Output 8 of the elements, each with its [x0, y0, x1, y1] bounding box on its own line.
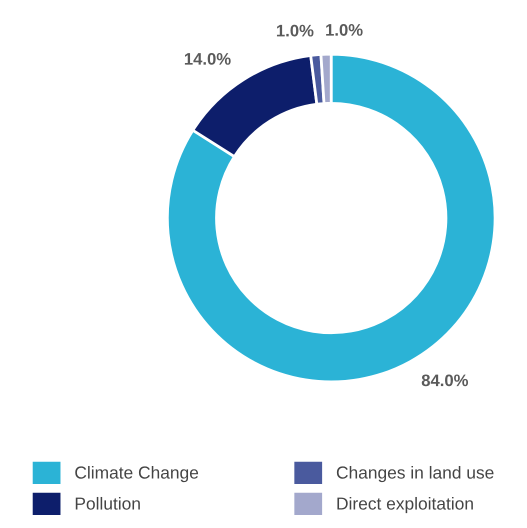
legend-label: Climate Change — [75, 466, 198, 482]
legend-label: Pollution — [76, 496, 140, 510]
data-label: 14.0% — [184, 53, 231, 65]
data-label: 84.0% — [422, 374, 468, 386]
legend-label: Direct exploitation — [337, 496, 473, 514]
legend-label: Changes in land use — [336, 466, 494, 482]
data-label: 1.0% — [326, 24, 363, 36]
data-label: 1.0% — [276, 24, 314, 37]
